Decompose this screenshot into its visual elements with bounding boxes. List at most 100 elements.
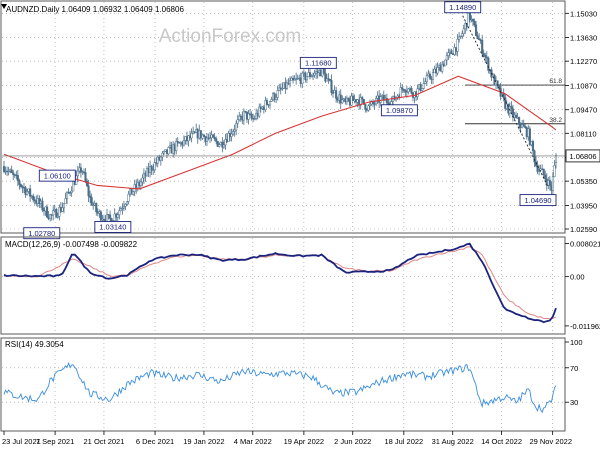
candle-body bbox=[26, 191, 29, 195]
price-tick-label: 1.05350 bbox=[570, 177, 597, 186]
collapse-arrow-icon[interactable] bbox=[1, 4, 7, 9]
time-tick-label: 7 Sep 2021 bbox=[36, 437, 74, 446]
candle-body bbox=[16, 175, 19, 181]
candle-body bbox=[422, 83, 425, 89]
price-annotation-text: 1.11680 bbox=[305, 59, 332, 68]
rsi-tick-label: 100 bbox=[570, 338, 583, 347]
rsi-panel-title: RSI(14) 49.3054 bbox=[5, 340, 64, 349]
candle-body bbox=[416, 88, 419, 97]
candle-body bbox=[153, 162, 156, 170]
candle-body bbox=[236, 119, 239, 124]
sma-line bbox=[3, 75, 557, 190]
candle-body bbox=[141, 177, 144, 183]
candle-body bbox=[176, 141, 179, 143]
candle-body bbox=[487, 57, 490, 71]
time-tick-label: 21 Oct 2021 bbox=[84, 437, 125, 446]
rsi-axis: 100 70 30 bbox=[565, 338, 583, 407]
candle-body bbox=[275, 97, 278, 100]
time-tick-label: 18 Jul 2022 bbox=[384, 437, 423, 446]
price-annotation-box bbox=[380, 104, 418, 117]
candle-body bbox=[485, 56, 488, 59]
candle-body bbox=[124, 204, 127, 207]
candle-body bbox=[458, 36, 461, 40]
candle-body bbox=[139, 181, 142, 186]
candle-body bbox=[244, 110, 247, 113]
candle-body bbox=[471, 18, 475, 22]
time-tick-label: 29 Nov 2022 bbox=[529, 437, 572, 446]
candle-body bbox=[359, 97, 362, 106]
candle-body bbox=[215, 138, 218, 142]
candle-body bbox=[553, 165, 556, 177]
candle-body bbox=[444, 59, 447, 67]
candle-body bbox=[95, 203, 98, 212]
candle-body bbox=[213, 136, 216, 139]
candle-body bbox=[347, 97, 350, 102]
candle-body bbox=[473, 20, 476, 26]
price-annotations: 1.06100 1.02780 1.03140 1.11680 1.09870 1.148… bbox=[23, 1, 557, 240]
candle-body bbox=[250, 113, 253, 119]
candle-body bbox=[242, 110, 245, 121]
candle-body bbox=[187, 135, 190, 142]
candle-body bbox=[118, 210, 121, 216]
candle-body bbox=[84, 172, 87, 182]
candle-body bbox=[202, 134, 205, 137]
price-tick-label: 1.12270 bbox=[570, 57, 597, 66]
candle-body bbox=[410, 88, 413, 94]
time-tick-label: 4 Mar 2022 bbox=[234, 437, 272, 446]
rsi-tick-label: 30 bbox=[570, 398, 578, 407]
candle-body bbox=[484, 55, 487, 58]
price-annotation-box bbox=[299, 56, 337, 69]
candle-body bbox=[125, 201, 129, 205]
candle-body bbox=[150, 166, 153, 171]
candle-body bbox=[167, 147, 170, 155]
candle-body bbox=[90, 197, 93, 206]
candle-body bbox=[405, 91, 408, 93]
candle-body bbox=[235, 123, 238, 131]
time-tick-label: 2 Jun 2022 bbox=[334, 437, 371, 446]
current-price-label: 1.06806 bbox=[569, 152, 596, 161]
price-panel-title: AUDNZD.Daily 1.06409 1.06932 1.06409 1.0… bbox=[6, 5, 184, 14]
candle-body bbox=[19, 184, 22, 187]
candle-body bbox=[402, 89, 405, 91]
candle-body bbox=[253, 118, 256, 120]
candle-body bbox=[474, 24, 478, 36]
candle-body bbox=[325, 78, 328, 82]
candle-body bbox=[82, 171, 86, 173]
candle-body bbox=[462, 28, 465, 34]
candle-body bbox=[305, 76, 308, 81]
candle-body bbox=[76, 170, 79, 177]
candle-body bbox=[436, 67, 439, 74]
watermark: ActionForex.com bbox=[159, 26, 302, 47]
candle-body bbox=[216, 141, 219, 147]
candle-body bbox=[445, 55, 448, 61]
macd-tick-label: -0.011962 bbox=[570, 322, 600, 331]
candle-body bbox=[10, 169, 13, 173]
candle-body bbox=[554, 155, 558, 164]
candle-body bbox=[407, 88, 410, 93]
candle-body bbox=[32, 195, 35, 201]
candle-body bbox=[481, 39, 484, 54]
candle-body bbox=[87, 185, 90, 197]
candle-body bbox=[522, 124, 525, 127]
price-annotation-box bbox=[38, 169, 76, 182]
candle-body bbox=[330, 80, 333, 93]
candle-body bbox=[205, 137, 209, 142]
candle-body bbox=[208, 137, 212, 139]
price-tick-label: 1.08110 bbox=[570, 129, 597, 138]
candle-body bbox=[312, 74, 315, 77]
candle-body bbox=[450, 50, 453, 54]
macd-panel-frame bbox=[0, 236, 566, 335]
candle-body bbox=[49, 214, 52, 219]
price-annotation-text: 1.02780 bbox=[28, 229, 55, 238]
candle-body bbox=[12, 172, 15, 175]
macd-panel-title: MACD(12,26,9) -0.007498 -0.009822 bbox=[5, 240, 138, 249]
fib-level-label: 38.2 bbox=[549, 117, 562, 124]
candle-body bbox=[230, 133, 233, 137]
candle-body bbox=[368, 103, 371, 107]
candle-body bbox=[52, 210, 55, 216]
time-tick-label: 14 Oct 2022 bbox=[481, 437, 522, 446]
price-annotation-text: 1.04690 bbox=[524, 196, 551, 205]
